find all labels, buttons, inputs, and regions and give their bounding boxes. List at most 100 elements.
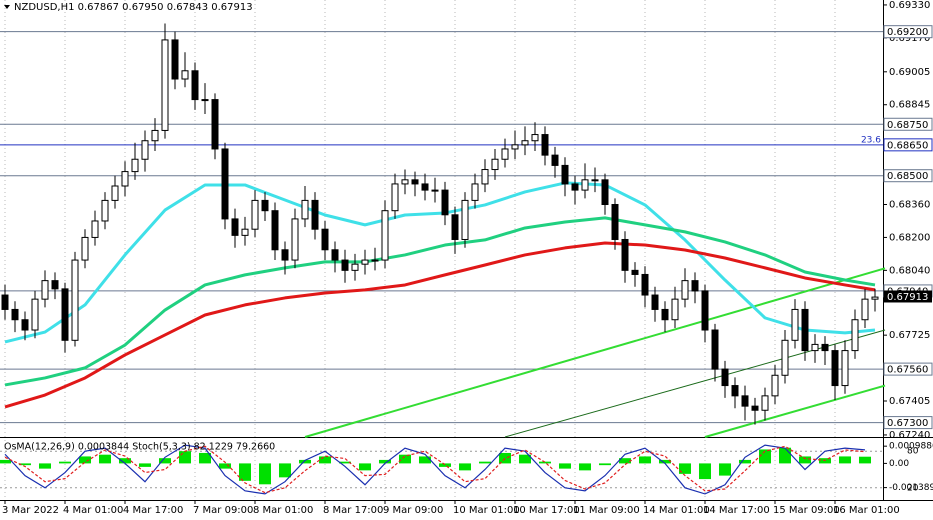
osma-bar [279, 463, 291, 478]
candle-body [91, 220, 99, 238]
moving-average [4, 241, 876, 409]
osma-bar [839, 456, 851, 464]
osma-bar [639, 456, 651, 464]
candle-body [1, 294, 9, 310]
level-label-box [883, 416, 933, 430]
candle-body [271, 210, 279, 251]
osma-bar [299, 459, 311, 464]
candle-body [191, 70, 199, 101]
y-tick-label: 0.00 [889, 459, 909, 469]
candle-body [61, 288, 69, 341]
y-tick-label: 0.69330 [889, 0, 930, 11]
osma-bar [119, 458, 131, 464]
level-label-box [883, 138, 933, 152]
x-tick-label: 8 Mar 01:00 [253, 505, 313, 516]
candle-body [511, 144, 519, 150]
x-tick-label: 4 Mar 17:00 [123, 505, 183, 516]
candle-body [491, 158, 499, 171]
candle-body [521, 140, 529, 146]
candle-body [871, 296, 879, 300]
candle-body [551, 154, 559, 166]
candle-body [361, 259, 369, 265]
y2-tick-label: 20 [907, 483, 919, 493]
y-tick-label: 0.67725 [889, 330, 930, 341]
osma-bar [799, 456, 811, 464]
osma-bar [379, 459, 391, 464]
y-tick-label: 0.68200 [889, 232, 930, 243]
y-tick-label: 0.67405 [889, 396, 930, 407]
osma-bar [759, 449, 771, 464]
candle-body [531, 134, 539, 142]
osma-bar [479, 461, 491, 464]
candle-body [281, 249, 289, 261]
osma-bar [439, 463, 451, 467]
osma-bar [519, 454, 531, 464]
candle-body [431, 189, 439, 192]
osma-bar [19, 463, 31, 466]
candle-body [641, 273, 649, 296]
osma-bar [559, 463, 571, 469]
x-tick-label: 8 Mar 17:00 [323, 505, 383, 516]
candle-body [171, 39, 179, 80]
candle-body [231, 218, 239, 236]
candle-body [81, 236, 89, 261]
osma-bar [199, 452, 211, 464]
osma-bar [39, 463, 51, 469]
indicator-title: OsMA(12,26,9) 0.0003844 Stoch(5,3,3) 82.… [4, 442, 275, 453]
candle-body [731, 385, 739, 397]
candle-body [591, 179, 599, 182]
level-label: 0.69200 [887, 27, 928, 38]
candle-body [421, 183, 429, 191]
candle-body [541, 134, 549, 156]
osma-bar [699, 463, 711, 480]
stochastic-line [4, 444, 866, 495]
osma-bar [579, 463, 591, 471]
candle-body [321, 228, 329, 251]
osma-bar [599, 463, 611, 466]
y-tick-label: 0.68360 [889, 200, 930, 211]
candle-body [161, 39, 169, 131]
candle-body [701, 290, 709, 331]
candle-body [261, 199, 269, 212]
candle-body [211, 99, 219, 150]
y-tick-label: 0.69005 [889, 67, 930, 78]
level-label-box [883, 362, 933, 376]
candle-body [621, 238, 629, 271]
candle-body [11, 308, 19, 321]
candle-body [401, 179, 409, 185]
candle-body [31, 298, 39, 331]
candle-body [221, 148, 229, 220]
trendline [704, 384, 886, 438]
candle-body [481, 169, 489, 185]
candle-body [681, 280, 689, 300]
x-tick-label: 3 Mar 2022 [2, 505, 59, 516]
symbol-menu-icon [4, 5, 10, 9]
candle-body [241, 228, 249, 236]
candle-body [781, 339, 789, 376]
osma-bar [179, 451, 191, 464]
candle-body [371, 259, 379, 262]
candle-body [561, 164, 569, 185]
candle-body [631, 269, 639, 275]
candle-body [351, 263, 359, 271]
osma-bar [219, 463, 231, 469]
osma-bar [339, 461, 351, 464]
candle-body [691, 280, 699, 292]
osma-bar [459, 463, 471, 471]
trendline [304, 267, 886, 438]
candle-body [111, 185, 119, 201]
candle-body [471, 183, 479, 201]
candle-body [21, 319, 29, 331]
level-label-box [883, 25, 933, 39]
osma-bar [539, 461, 551, 464]
candle-body [771, 374, 779, 397]
candle-body [201, 99, 209, 102]
candle-body [441, 189, 449, 216]
candle-body [151, 129, 159, 142]
candle-body [861, 298, 869, 321]
x-tick-label: 11 Mar 09:00 [573, 505, 640, 516]
candle-body [721, 368, 729, 387]
osma-bar [79, 456, 91, 464]
candle-body [141, 140, 149, 160]
